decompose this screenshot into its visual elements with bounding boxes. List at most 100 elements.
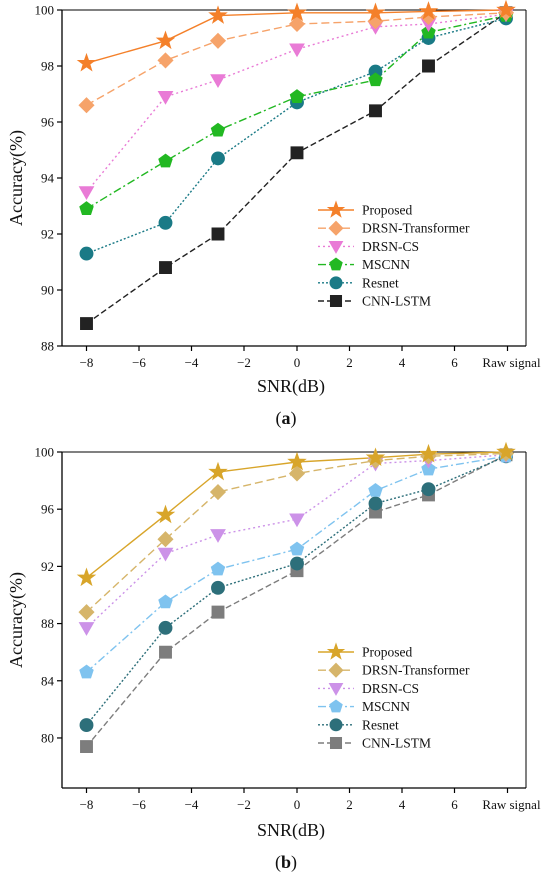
legend-marker [328, 662, 344, 678]
data-point-drsn-transformer [288, 465, 306, 482]
legend-label: CNN-LSTM [362, 294, 431, 309]
legend-label: Resnet [362, 717, 399, 732]
data-point-drsn-transformer [78, 604, 95, 621]
data-point-drsn-cs [210, 74, 226, 89]
x-tick-label: −6 [132, 797, 146, 812]
legend-label: DRSN-CS [362, 681, 419, 696]
x-tick-label: −2 [237, 797, 251, 812]
data-point-drsn-cs [78, 622, 95, 636]
data-point-mscnn [368, 72, 383, 87]
data-point-mscnn [79, 201, 94, 215]
data-point-drsn-transformer [209, 483, 227, 501]
x-tick-label: 2 [346, 797, 353, 812]
data-point-cnn-lstm [159, 261, 172, 275]
legend-label: Proposed [362, 645, 412, 660]
x-tick-label: Raw signal [482, 355, 541, 370]
x-tick-label: −6 [132, 355, 146, 370]
y-tick-label: 80 [41, 730, 54, 745]
data-point-mscnn [210, 122, 226, 137]
x-tick-label: 0 [294, 797, 301, 812]
legend-label: MSCNN [362, 257, 410, 272]
data-point-cnn-lstm [159, 645, 172, 659]
data-point-proposed [76, 567, 97, 587]
y-tick-label: 94 [41, 171, 55, 186]
data-point-resnet [79, 246, 94, 261]
x-tick-label: 4 [399, 355, 406, 370]
x-tick-label: −4 [185, 355, 199, 370]
data-point-cnn-lstm [422, 59, 435, 73]
x-tick-label: −8 [80, 797, 94, 812]
data-point-resnet [368, 496, 383, 511]
data-point-proposed [155, 30, 176, 50]
data-point-drsn-transformer [157, 52, 174, 69]
y-tick-label: 88 [41, 339, 54, 354]
data-point-cnn-lstm [211, 605, 225, 619]
data-point-drsn-cs [289, 513, 305, 528]
data-point-mscnn [289, 89, 305, 103]
data-point-mscnn [79, 664, 94, 679]
y-tick-label: 96 [41, 502, 55, 517]
series-line-cnn-lstm [86, 12, 507, 325]
y-axis-title: Accuracy(%) [6, 130, 27, 226]
y-tick-label: 84 [41, 673, 55, 688]
data-point-drsn-transformer [78, 97, 95, 114]
data-point-proposed [418, 443, 439, 463]
x-axis-title: SNR(dB) [257, 820, 325, 841]
data-point-proposed [496, 0, 516, 19]
data-point-proposed [208, 461, 228, 481]
data-point-drsn-transformer [157, 531, 174, 548]
x-tick-label: 6 [451, 797, 458, 812]
series-line-resnet [85, 455, 507, 726]
panel-label: (a) [276, 408, 297, 429]
legend-marker [329, 736, 343, 750]
y-axis-title: Accuracy(%) [6, 572, 27, 668]
data-point-proposed [496, 441, 516, 461]
series-line-drsn-cs [86, 454, 507, 629]
data-point-cnn-lstm [369, 104, 382, 118]
legend-label: DRSN-Transformer [362, 221, 470, 236]
x-tick-label: 0 [294, 355, 301, 370]
x-tick-label: 4 [399, 797, 406, 812]
legend-marker [328, 220, 344, 236]
legend-label: CNN-LSTM [362, 736, 431, 751]
data-point-mscnn [158, 594, 173, 609]
data-point-resnet [79, 718, 94, 733]
data-point-resnet [211, 151, 225, 166]
data-point-cnn-lstm [80, 317, 93, 331]
chart-panel-a: 88 90 92 94 96 98 100 −8 −6 −4 −2 0 2 4 6 Raw signal SNR… [6, 0, 541, 429]
x-tick-label: Raw signal [482, 797, 541, 812]
y-tick-label: 88 [41, 616, 54, 631]
data-point-resnet [211, 580, 225, 595]
data-point-cnn-lstm [290, 146, 304, 160]
data-point-mscnn [158, 153, 173, 168]
data-point-resnet [158, 215, 173, 230]
data-point-drsn-cs [157, 547, 174, 562]
data-point-cnn-lstm [80, 740, 93, 753]
y-tick-label: 98 [41, 59, 54, 74]
data-point-drsn-cs [289, 43, 305, 58]
data-point-resnet [421, 482, 436, 497]
data-point-drsn-cs [157, 91, 174, 105]
data-point-mscnn [289, 541, 305, 556]
data-point-mscnn [368, 482, 383, 497]
legend-marker [328, 241, 344, 254]
data-point-proposed [155, 504, 176, 524]
legend-marker [329, 699, 343, 713]
legend-marker [326, 642, 346, 660]
legend-marker [329, 294, 343, 308]
data-point-mscnn [210, 561, 226, 576]
data-point-proposed [76, 52, 97, 72]
data-point-drsn-transformer [209, 32, 227, 49]
chart-panel-b: 80 84 88 92 96 100 −8 −6 −4 −2 0 2 4 6 Raw signal SNR(d… [6, 441, 541, 873]
y-tick-label: 96 [41, 115, 55, 130]
legend-label: Proposed [362, 203, 412, 218]
legend: Proposed DRSN-Transformer DRSN-CS MSCNN Resn… [318, 642, 470, 751]
legend-marker [326, 200, 346, 218]
legend-label: DRSN-CS [362, 239, 419, 254]
legend: Proposed DRSN-Transformer DRSN-CS MSCNN Resn… [318, 200, 470, 309]
legend-label: DRSN-Transformer [362, 663, 470, 678]
x-tick-label: 6 [451, 355, 458, 370]
x-tick-label: −4 [185, 797, 199, 812]
legend-marker [328, 683, 344, 696]
